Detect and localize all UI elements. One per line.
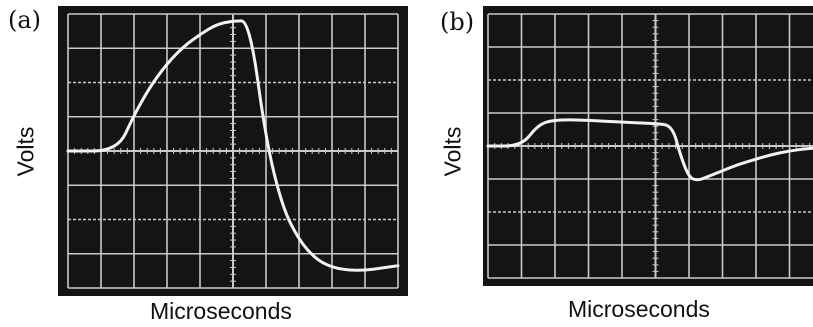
signal-trace [66,19,400,272]
oscilloscope-screen-a [58,6,408,296]
x-axis-label-b: Microseconds [568,296,710,322]
x-axis-label-a: Microseconds [150,298,292,324]
panel-b-label: (b) [440,8,475,36]
signal-trace [486,118,813,182]
oscilloscope-screen-b [483,6,813,286]
panel-a-label: (a) [8,6,42,34]
y-axis-label-a: Volts [12,126,39,177]
y-axis-label-b: Volts [439,126,466,177]
